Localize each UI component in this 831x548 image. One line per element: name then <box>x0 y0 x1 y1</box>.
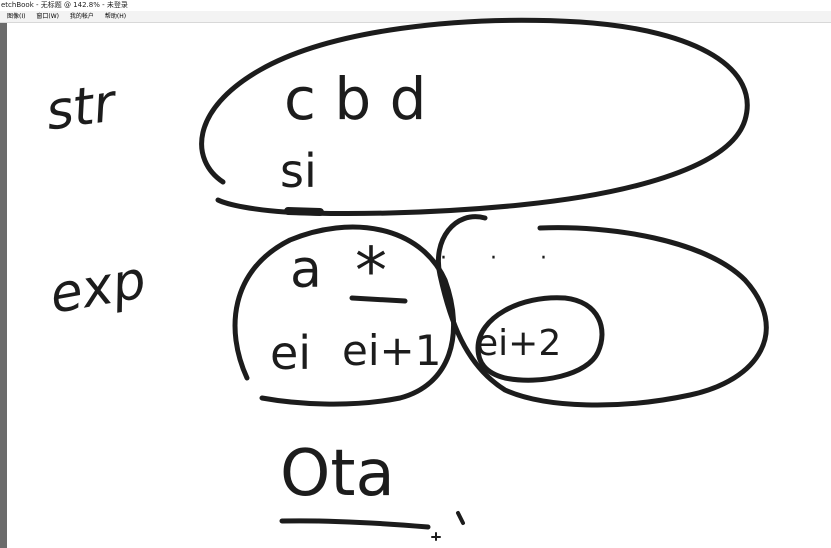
label-ota: Ota <box>280 437 395 511</box>
label-ei-plus-2: ei+2 <box>476 323 562 364</box>
label-dots: · · · <box>440 246 565 271</box>
label-str: str <box>42 73 119 143</box>
stroke-str-loop <box>199 17 750 217</box>
label-ei-plus-1: ei+1 <box>342 326 442 375</box>
label-exp: exp <box>45 250 151 326</box>
label-si: si <box>280 144 317 198</box>
stroke-tick-2 <box>431 532 441 541</box>
menu-item-account[interactable]: 我的帐户 <box>69 13 94 20</box>
stroke-ota-underline <box>279 518 431 530</box>
stroke-tick-1 <box>456 511 465 525</box>
stroke-exp-loop-1 <box>232 224 457 407</box>
menu-item-window[interactable]: 窗口(W) <box>36 13 59 20</box>
stroke-ei2-circle <box>475 295 605 383</box>
window-title: etchBook - 无标题 @ 142.8% - 未登录 <box>0 0 831 11</box>
label-cbd: c b d <box>284 65 427 133</box>
label-a: a <box>290 240 322 300</box>
stroke-star-underline <box>349 295 408 304</box>
menu-bar: 图像(I) 窗口(W) 我的帐户 帮助(H) <box>0 11 831 23</box>
label-star: * <box>355 235 387 309</box>
menu-item-help[interactable]: 帮助(H) <box>104 13 127 20</box>
stroke-exp-loop-2 <box>436 214 769 408</box>
canvas-left-edge <box>0 23 7 548</box>
menu-item-image[interactable]: 图像(I) <box>7 13 26 20</box>
stroke-si-underline <box>284 207 324 216</box>
drawing-canvas[interactable] <box>7 23 831 548</box>
label-ei: ei <box>270 326 312 380</box>
